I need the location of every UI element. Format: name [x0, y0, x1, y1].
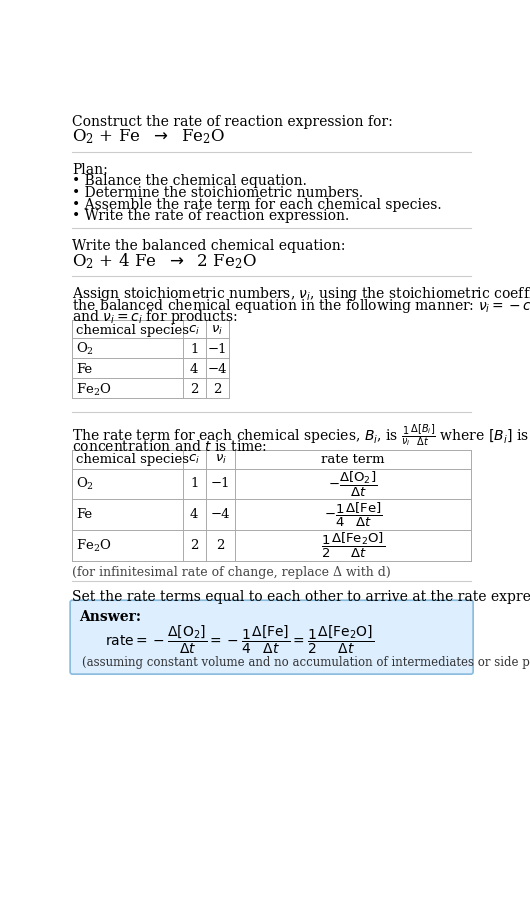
Text: 2: 2 — [213, 383, 222, 396]
Text: $\mathregular{O_2}$ + 4 Fe  $\rightarrow$  2 $\mathregular{Fe_2O}$: $\mathregular{O_2}$ + 4 Fe $\rightarrow$… — [73, 252, 257, 271]
Text: 2: 2 — [190, 539, 198, 552]
Text: $c_i$: $c_i$ — [188, 323, 200, 337]
Text: Fe: Fe — [76, 363, 92, 376]
Text: • Assemble the rate term for each chemical species.: • Assemble the rate term for each chemic… — [73, 198, 442, 212]
Text: $-\dfrac{\Delta[\mathrm{O_2}]}{\Delta t}$: $-\dfrac{\Delta[\mathrm{O_2}]}{\Delta t}… — [329, 469, 378, 498]
Text: $\nu_i$: $\nu_i$ — [211, 323, 223, 337]
Text: • Determine the stoichiometric numbers.: • Determine the stoichiometric numbers. — [73, 186, 364, 200]
Text: $\mathregular{Fe_2O}$: $\mathregular{Fe_2O}$ — [76, 538, 112, 554]
Text: Plan:: Plan: — [73, 163, 108, 177]
Text: 4: 4 — [190, 508, 198, 521]
Text: (for infinitesimal rate of change, replace Δ with d): (for infinitesimal rate of change, repla… — [73, 566, 391, 578]
Text: 2: 2 — [216, 539, 225, 552]
Text: • Write the rate of reaction expression.: • Write the rate of reaction expression. — [73, 209, 350, 223]
Text: −1: −1 — [208, 343, 227, 356]
Text: chemical species: chemical species — [76, 453, 189, 466]
Text: the balanced chemical equation in the following manner: $\nu_i = -c_i$ for react: the balanced chemical equation in the fo… — [73, 297, 530, 315]
Text: Set the rate terms equal to each other to arrive at the rate expression:: Set the rate terms equal to each other t… — [73, 590, 530, 604]
Text: −4: −4 — [211, 508, 230, 521]
Text: $\dfrac{1}{2}\dfrac{\Delta[\mathrm{Fe_2O}]}{\Delta t}$: $\dfrac{1}{2}\dfrac{\Delta[\mathrm{Fe_2O… — [321, 531, 385, 560]
Text: Fe: Fe — [76, 508, 92, 521]
Text: 4: 4 — [190, 363, 198, 376]
FancyBboxPatch shape — [70, 600, 473, 674]
Text: chemical species: chemical species — [76, 323, 189, 337]
Text: $c_i$: $c_i$ — [188, 453, 200, 466]
Text: −1: −1 — [211, 478, 230, 490]
Text: • Balance the chemical equation.: • Balance the chemical equation. — [73, 174, 307, 188]
Text: rate term: rate term — [321, 453, 385, 466]
Text: 1: 1 — [190, 343, 198, 356]
Text: Answer:: Answer: — [78, 610, 140, 624]
Text: (assuming constant volume and no accumulation of intermediates or side products): (assuming constant volume and no accumul… — [82, 656, 530, 669]
Text: and $\nu_i = c_i$ for products:: and $\nu_i = c_i$ for products: — [73, 309, 238, 326]
Text: Construct the rate of reaction expression for:: Construct the rate of reaction expressio… — [73, 115, 393, 129]
Text: 1: 1 — [190, 478, 198, 490]
Text: 2: 2 — [190, 383, 198, 396]
Text: $\mathregular{O_2}$ + Fe  $\rightarrow$  $\mathregular{Fe_2O}$: $\mathregular{O_2}$ + Fe $\rightarrow$ $… — [73, 127, 226, 146]
Text: The rate term for each chemical species, $B_i$, is $\frac{1}{\nu_i}\frac{\Delta[: The rate term for each chemical species,… — [73, 423, 530, 449]
Text: concentration and $t$ is time:: concentration and $t$ is time: — [73, 439, 268, 453]
Text: $\mathregular{Fe_2O}$: $\mathregular{Fe_2O}$ — [76, 381, 112, 398]
Text: $\nu_i$: $\nu_i$ — [215, 453, 226, 466]
Text: $\mathregular{O_2}$: $\mathregular{O_2}$ — [76, 341, 94, 358]
Text: $-\dfrac{1}{4}\dfrac{\Delta[\mathrm{Fe}]}{\Delta t}$: $-\dfrac{1}{4}\dfrac{\Delta[\mathrm{Fe}]… — [324, 500, 382, 528]
Text: −4: −4 — [208, 363, 227, 376]
Text: $\mathregular{O_2}$: $\mathregular{O_2}$ — [76, 476, 94, 492]
Text: $\mathrm{rate} = -\dfrac{\Delta[\mathrm{O_2}]}{\Delta t} = -\dfrac{1}{4}\dfrac{\: $\mathrm{rate} = -\dfrac{\Delta[\mathrm{… — [105, 624, 374, 656]
Text: Assign stoichiometric numbers, $\nu_i$, using the stoichiometric coefficients, $: Assign stoichiometric numbers, $\nu_i$, … — [73, 285, 530, 303]
Text: Write the balanced chemical equation:: Write the balanced chemical equation: — [73, 239, 346, 253]
